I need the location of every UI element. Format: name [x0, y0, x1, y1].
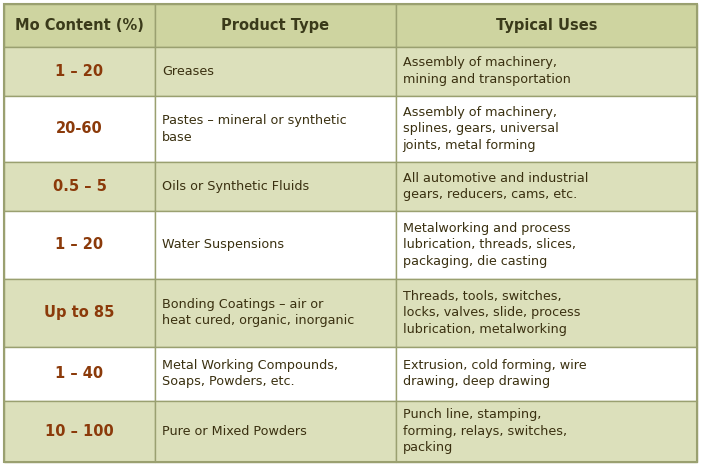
Text: 10 – 100: 10 – 100: [45, 424, 114, 439]
Bar: [4, 347, 155, 401]
Bar: [395, 47, 697, 96]
Bar: [4, 279, 155, 347]
Text: 1 – 40: 1 – 40: [55, 366, 104, 381]
Bar: [395, 4, 697, 47]
Text: Oils or Synthetic Fluids: Oils or Synthetic Fluids: [162, 180, 309, 193]
Bar: [155, 279, 395, 347]
Text: Product Type: Product Type: [222, 18, 329, 33]
Text: Water Suspensions: Water Suspensions: [162, 239, 284, 252]
Text: Extrusion, cold forming, wire
drawing, deep drawing: Extrusion, cold forming, wire drawing, d…: [402, 359, 586, 388]
Bar: [155, 47, 395, 96]
Bar: [4, 401, 155, 462]
Text: Pure or Mixed Powders: Pure or Mixed Powders: [162, 425, 307, 438]
Bar: [395, 96, 697, 162]
Bar: [155, 4, 395, 47]
Text: 1 – 20: 1 – 20: [55, 63, 104, 79]
Text: Metalworking and process
lubrication, threads, slices,
packaging, die casting: Metalworking and process lubrication, th…: [402, 222, 576, 268]
Text: Bonding Coatings – air or
heat cured, organic, inorganic: Bonding Coatings – air or heat cured, or…: [162, 298, 354, 328]
Bar: [4, 162, 155, 211]
Bar: [155, 162, 395, 211]
Bar: [4, 4, 155, 47]
Text: Up to 85: Up to 85: [44, 305, 115, 320]
Bar: [155, 96, 395, 162]
Text: Typical Uses: Typical Uses: [496, 18, 597, 33]
Bar: [395, 347, 697, 401]
Text: Pastes – mineral or synthetic
base: Pastes – mineral or synthetic base: [162, 114, 347, 144]
Bar: [4, 47, 155, 96]
Bar: [395, 211, 697, 279]
Text: Punch line, stamping,
forming, relays, switches,
packing: Punch line, stamping, forming, relays, s…: [402, 408, 566, 454]
Text: Metal Working Compounds,
Soaps, Powders, etc.: Metal Working Compounds, Soaps, Powders,…: [162, 359, 338, 388]
Text: Assembly of machinery,
mining and transportation: Assembly of machinery, mining and transp…: [402, 56, 571, 86]
Text: Threads, tools, switches,
locks, valves, slide, process
lubrication, metalworkin: Threads, tools, switches, locks, valves,…: [402, 290, 580, 336]
Bar: [395, 162, 697, 211]
Text: 1 – 20: 1 – 20: [55, 237, 104, 253]
Text: All automotive and industrial
gears, reducers, cams, etc.: All automotive and industrial gears, red…: [402, 172, 588, 201]
Text: Greases: Greases: [162, 65, 214, 78]
Bar: [155, 347, 395, 401]
Bar: [155, 401, 395, 462]
Bar: [4, 211, 155, 279]
Bar: [395, 401, 697, 462]
Text: Mo Content (%): Mo Content (%): [15, 18, 144, 33]
Bar: [4, 96, 155, 162]
Bar: [155, 211, 395, 279]
Text: 20-60: 20-60: [56, 121, 103, 136]
Text: 0.5 – 5: 0.5 – 5: [53, 179, 107, 194]
Bar: [395, 279, 697, 347]
Text: Assembly of machinery,
splines, gears, universal
joints, metal forming: Assembly of machinery, splines, gears, u…: [402, 106, 558, 152]
